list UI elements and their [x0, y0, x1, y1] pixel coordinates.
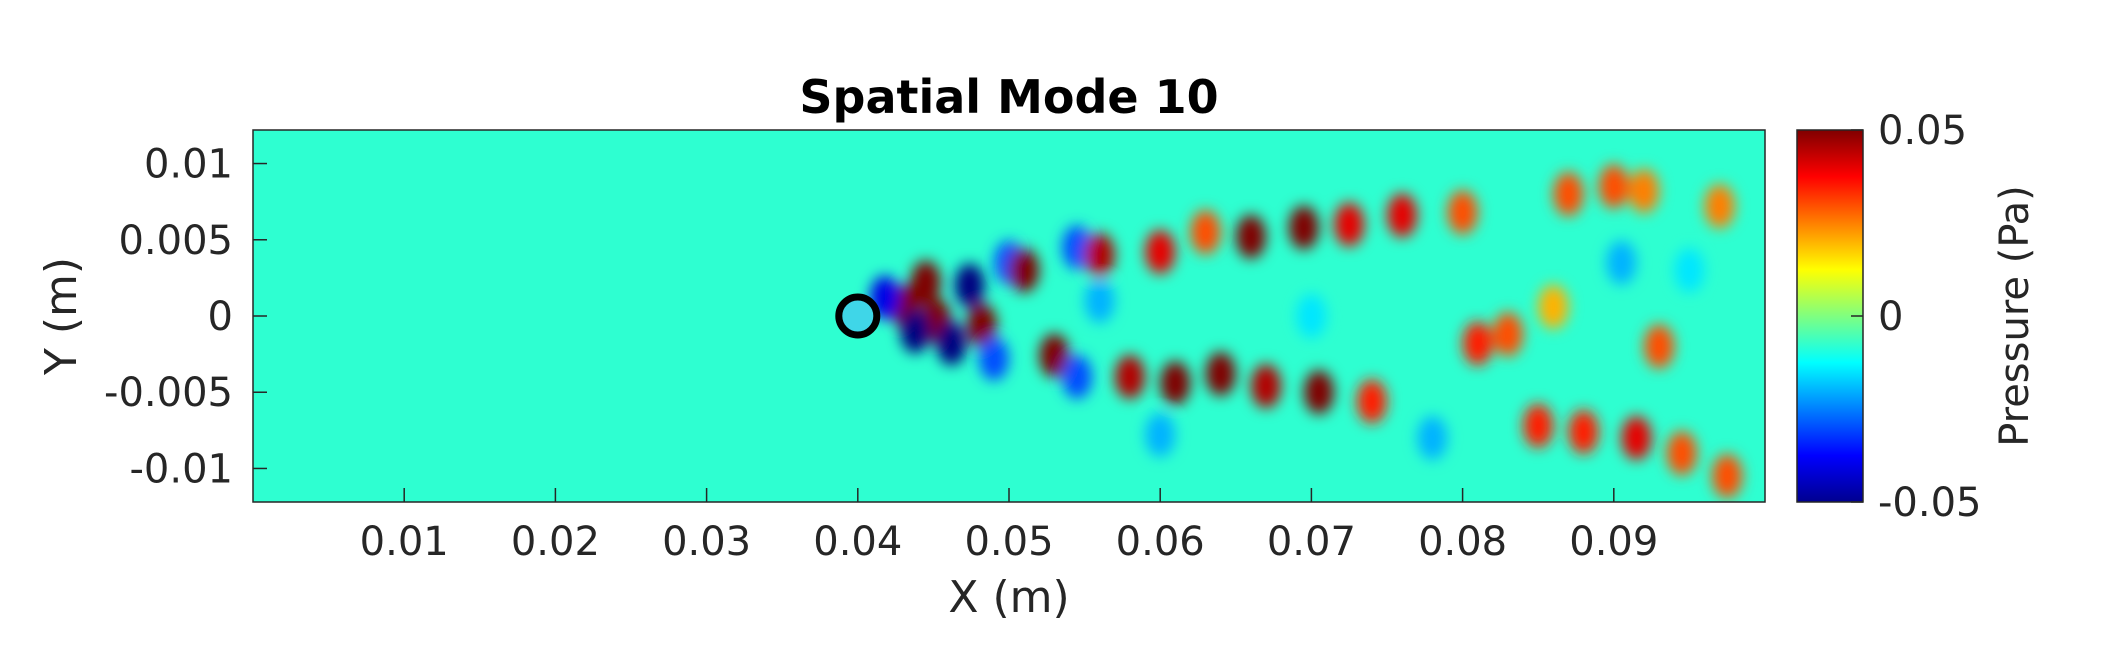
pressure-blob — [1288, 205, 1319, 250]
cylinder — [835, 293, 881, 339]
pressure-blob — [1039, 333, 1070, 378]
pressure-blob — [1190, 210, 1221, 255]
pressure-blob — [1009, 248, 1040, 293]
pressure-blob — [1606, 240, 1637, 285]
pressure-blob — [1334, 202, 1365, 247]
pressure-blob — [1666, 431, 1697, 476]
cylinder-body — [835, 293, 881, 339]
colorbar-tick-label: 0 — [1878, 294, 1903, 340]
pressure-blob — [978, 336, 1009, 381]
pressure-blob — [1145, 412, 1176, 457]
y-tick-label: 0.005 — [118, 218, 233, 264]
pressure-blob — [1538, 284, 1569, 329]
x-tick-label: 0.07 — [1267, 519, 1356, 565]
colorbar-tick-label: 0.05 — [1878, 108, 1967, 154]
pressure-blob — [1062, 354, 1093, 399]
pressure-blob — [1160, 361, 1191, 406]
y-axis-label: Y (m) — [36, 257, 87, 376]
pressure-blob — [1356, 379, 1387, 424]
pressure-blob — [1205, 351, 1236, 396]
x-tick-label: 0.03 — [662, 519, 751, 565]
plot-area — [252, 129, 1766, 503]
pressure-blob — [1235, 214, 1266, 259]
pressure-blob — [900, 309, 931, 354]
pressure-blob — [1644, 324, 1675, 369]
pressure-blob — [1598, 164, 1629, 209]
x-tick-label: 0.02 — [511, 519, 600, 565]
x-tick-label: 0.06 — [1116, 519, 1205, 565]
y-tick-label: 0.01 — [144, 142, 233, 188]
pressure-blob — [1568, 409, 1599, 454]
pressure-blob — [1084, 278, 1115, 323]
x-tick-label: 0.05 — [964, 519, 1053, 565]
colorbar-ticks: 0.05 0 -0.05 — [1851, 108, 1982, 526]
colorbar-gradient — [1796, 129, 1864, 503]
pressure-blob — [1492, 312, 1523, 357]
pressure-blob — [1712, 454, 1743, 499]
x-tick-label: 0.04 — [813, 519, 902, 565]
pressure-blob — [954, 263, 985, 308]
pressure-blob — [1387, 193, 1418, 238]
colorbar-label: Pressure (Pa) — [1992, 185, 2038, 447]
pressure-blob — [910, 260, 941, 305]
pressure-blob — [1523, 403, 1554, 448]
y-tick-label: -0.005 — [104, 370, 233, 416]
pressure-blob — [1296, 294, 1327, 338]
pressure-blob — [1462, 321, 1493, 366]
y-axis-ticks: 0.01 0.005 0 -0.005 -0.01 — [104, 142, 267, 492]
pressure-blob — [936, 321, 967, 366]
pressure-blob — [1303, 370, 1334, 415]
chart-title: Spatial Mode 10 — [799, 70, 1218, 124]
colorbar: 0.05 0 -0.05 Pressure (Pa) — [1796, 108, 2038, 526]
y-tick-label: 0 — [208, 294, 233, 340]
pressure-blob — [1114, 354, 1145, 399]
pressure-blob — [1145, 229, 1176, 274]
colorbar-tick-label: -0.05 — [1878, 480, 1982, 526]
pressure-blob — [1704, 184, 1735, 229]
pressure-blob — [1417, 415, 1448, 460]
y-tick-label: -0.01 — [130, 446, 234, 492]
pressure-blob — [1553, 172, 1584, 217]
pressure-field — [870, 164, 1743, 499]
x-tick-label: 0.01 — [360, 519, 449, 565]
x-tick-label: 0.08 — [1418, 519, 1507, 565]
pressure-blob — [1629, 168, 1660, 213]
pressure-blob — [1621, 415, 1652, 460]
pressure-blob — [966, 303, 997, 348]
pressure-blob — [1062, 225, 1093, 270]
x-axis-ticks: 0.01 0.02 0.03 0.04 0.05 0.06 0.07 0.08 0.09 — [360, 488, 1658, 565]
x-tick-label: 0.09 — [1569, 519, 1658, 565]
x-axis-label: X (m) — [948, 572, 1069, 623]
pressure-blob — [1674, 248, 1705, 293]
pressure-blob — [1084, 233, 1115, 278]
pressure-blob — [1251, 364, 1282, 409]
pressure-blob — [1447, 190, 1478, 235]
